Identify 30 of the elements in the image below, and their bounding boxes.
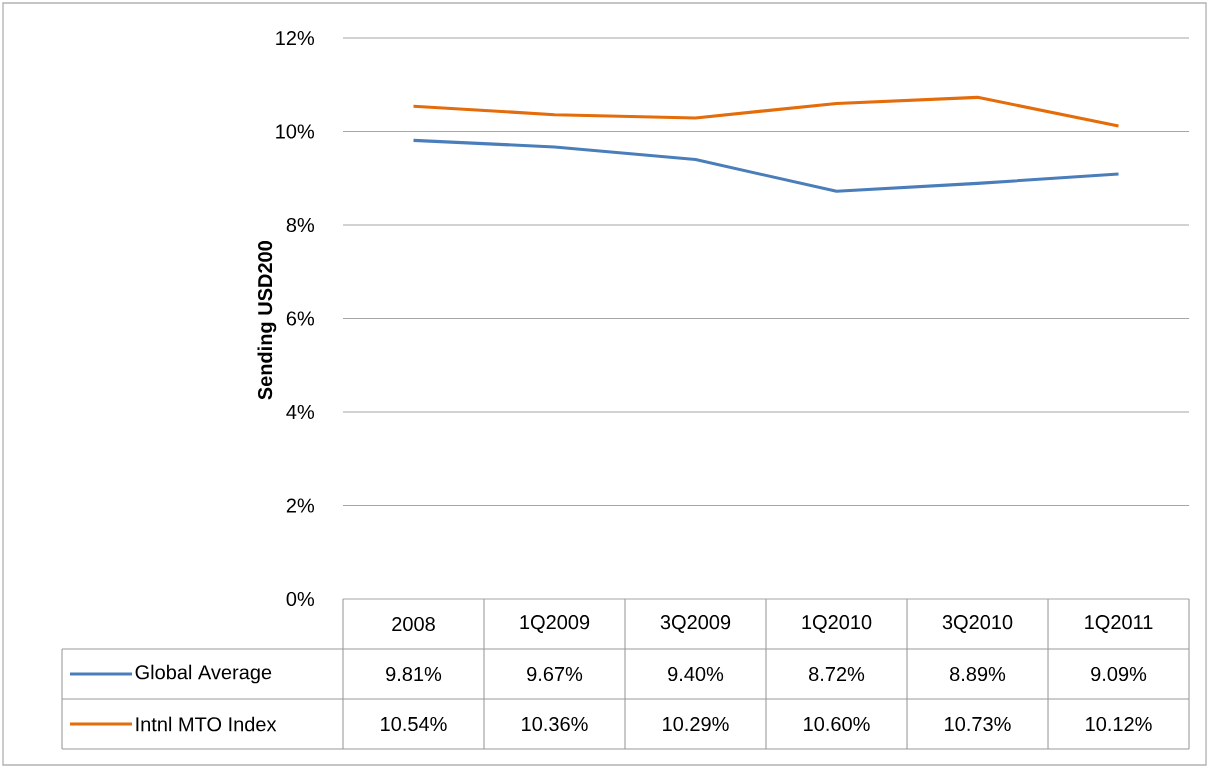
x-tick-label: 3Q2010 [942,615,1013,633]
line-series [411,95,1121,128]
y-tick-label: 2% [286,498,315,513]
y-tick-label: 0% [286,591,315,607]
x-tick-label: 2008 [392,616,435,632]
data-label: 9.09% [1091,666,1147,682]
data-label: 10.60% [804,716,870,732]
y-tick-label: 12% [276,30,315,46]
data-label: 10.29% [663,716,729,732]
data-label: 10.36% [522,716,588,732]
y-axis-title: Sending USD200 [257,241,277,400]
data-label: 8.89% [950,666,1006,682]
y-tick-label: 8% [286,217,315,233]
data-label: 10.73% [945,716,1011,732]
data-label: 8.72% [809,666,865,682]
x-tick-label: 1Q2009 [520,615,590,633]
x-tick-label: 3Q2009 [660,615,731,633]
data-label: 9.40% [668,666,724,682]
data-label: 9.67% [527,666,583,682]
y-tick-label: 10% [276,124,315,139]
x-tick-label: 1Q2010 [802,615,872,633]
y-tick-label: 4% [286,405,315,419]
legend-label: Intnl MTO Index [136,716,277,732]
data-label: 9.81% [386,666,442,682]
line-series [411,138,1121,193]
x-tick-label: 1Q2011 [1085,615,1153,633]
y-tick-label: 6% [286,311,315,326]
legend-label: Global Average [135,664,272,684]
data-label: 10.54% [381,716,447,732]
data-label: 10.12% [1086,716,1152,732]
